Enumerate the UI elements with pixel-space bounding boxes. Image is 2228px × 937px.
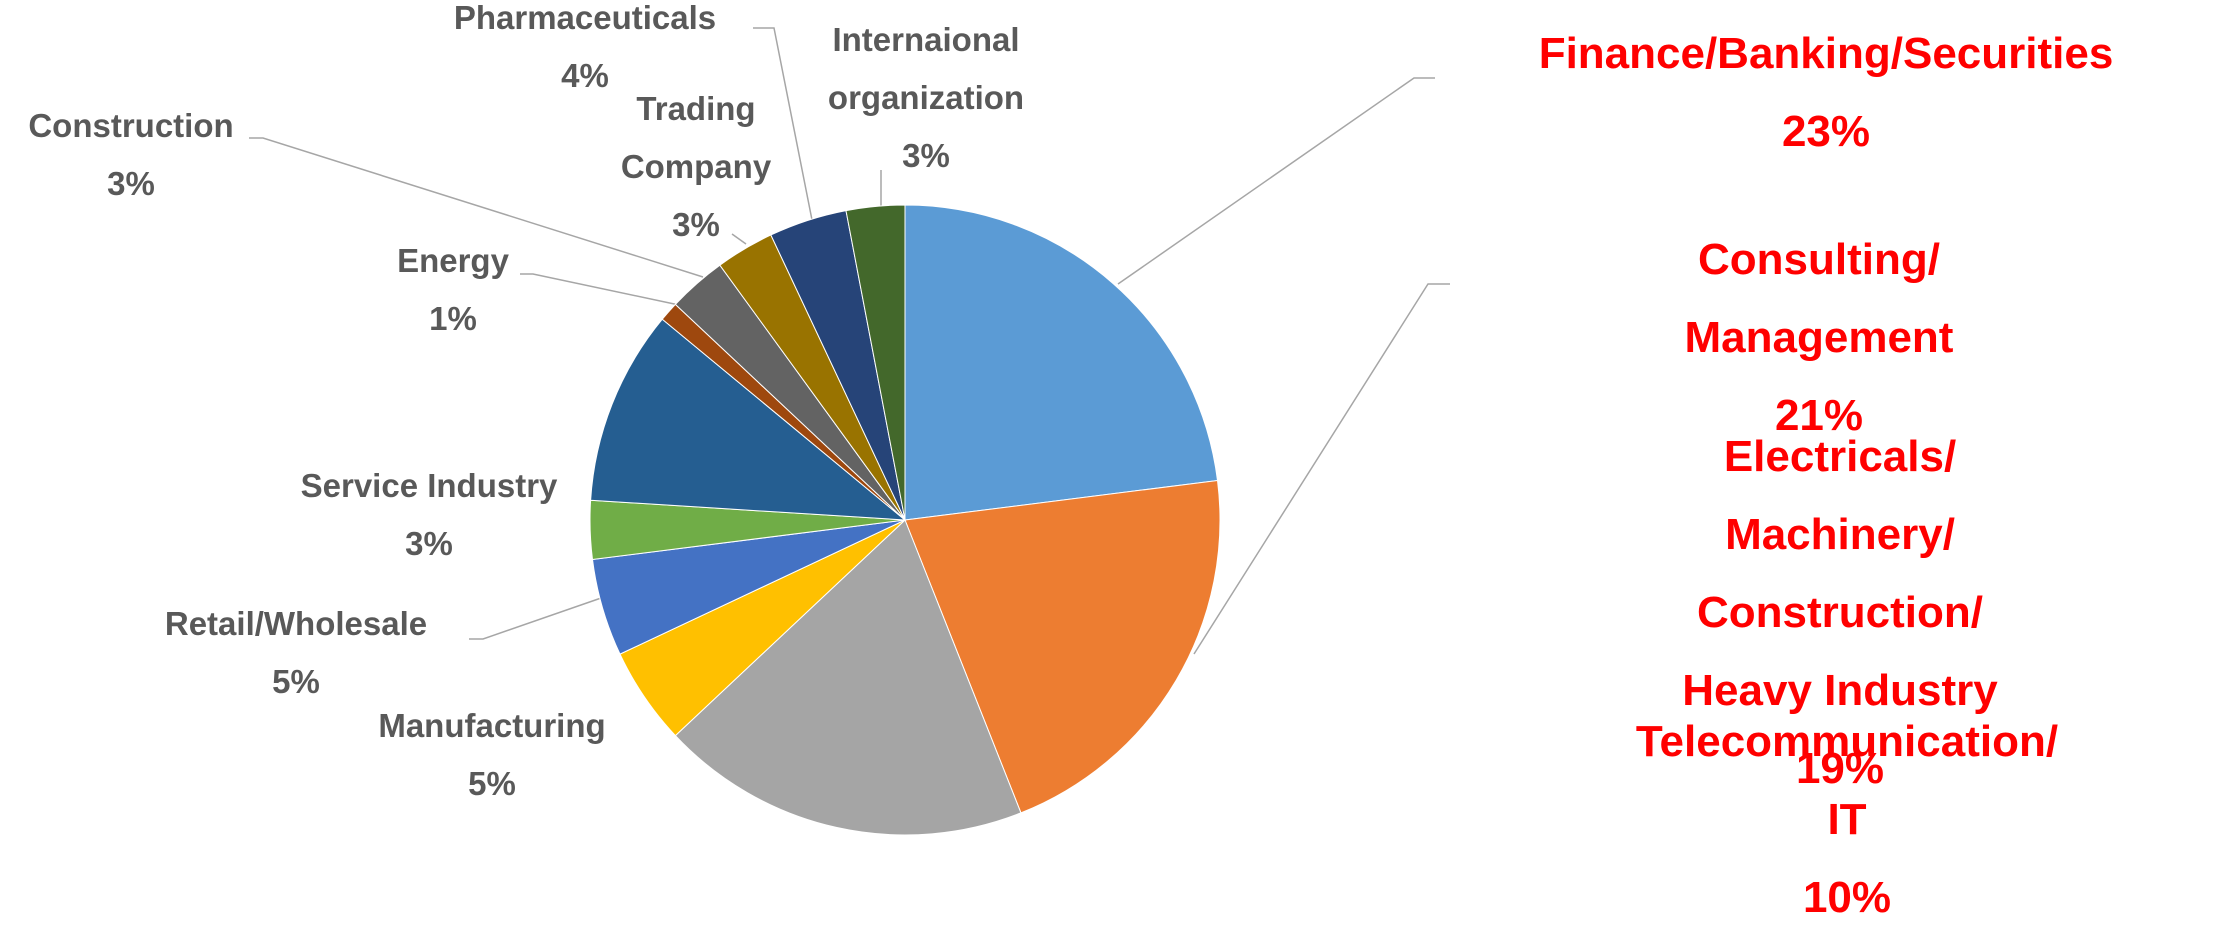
pie-slice: [674, 519, 1022, 836]
value-label: 1%: [429, 300, 477, 337]
slice-label: Trading Company 3%: [621, 80, 771, 254]
slice-label: Manufacturing 5%: [378, 697, 605, 813]
category-label: Manufacturing: [378, 707, 606, 744]
chart: Finance/Banking/Securities 23% Consulting/…: [28, 0, 2114, 922]
pie-chart: [249, 27, 1450, 836]
value-label: 19%: [1795, 744, 1885, 793]
leader-line: [1193, 283, 1450, 655]
slice-label: Construction 3%: [28, 97, 233, 213]
slice-label: Pharmaceuticals 4%: [454, 0, 716, 105]
category-label: Internaional organization: [827, 21, 1025, 116]
leader-line: [249, 137, 704, 278]
value-label: 10%: [1802, 873, 1892, 922]
category-label: Retail/Wholesale: [164, 605, 428, 642]
leader-line: [753, 27, 814, 226]
category-label: Consulting/ Management: [1684, 235, 1954, 362]
pie-slice: [845, 204, 906, 521]
pie-slice: [590, 318, 907, 521]
category-label: Construction: [28, 107, 234, 144]
category-label: Energy: [397, 242, 509, 279]
category-label: Telecommunication/ IT: [1635, 717, 2059, 844]
leader-line: [1117, 77, 1435, 285]
slice-label: Internaional organization 3%: [828, 11, 1024, 185]
slice-label: Finance/Banking/Securities 23%: [1539, 15, 2114, 171]
leader-lines: [249, 27, 1450, 655]
value-label: 5%: [468, 765, 516, 802]
category-label: Trading Company: [620, 90, 772, 185]
slice-label: Service Industry 3%: [301, 457, 558, 573]
value-label: 3%: [107, 165, 155, 202]
value-label: 3%: [902, 137, 950, 174]
slice-label: Energy 1%: [397, 232, 509, 348]
slice-label: Telecommunication/ IT 10%: [1636, 703, 2058, 937]
value-label: 5%: [272, 663, 320, 700]
slice-label: Consulting/ Management 21%: [1615, 221, 2024, 455]
value-label: 23%: [1781, 107, 1871, 156]
slice-label: Electricals/ Machinery/ Construction/ He…: [1646, 418, 2034, 808]
pie-slice: [904, 204, 1219, 521]
category-label: Finance/Banking/Securities: [1538, 29, 2114, 78]
pie-slice: [904, 479, 1221, 814]
category-label: Electricals/ Machinery/ Construction/ He…: [1682, 432, 1998, 715]
leader-line: [731, 233, 747, 245]
category-label: Service Industry: [300, 467, 558, 504]
value-label: 4%: [561, 57, 609, 94]
category-label: Pharmaceuticals: [453, 0, 717, 36]
slice-label: Retail/Wholesale 5%: [165, 595, 427, 711]
value-label: 3%: [672, 206, 720, 243]
leader-line: [469, 596, 605, 640]
value-label: 21%: [1774, 391, 1864, 440]
value-label: 3%: [405, 525, 453, 562]
leader-line: [520, 273, 680, 306]
